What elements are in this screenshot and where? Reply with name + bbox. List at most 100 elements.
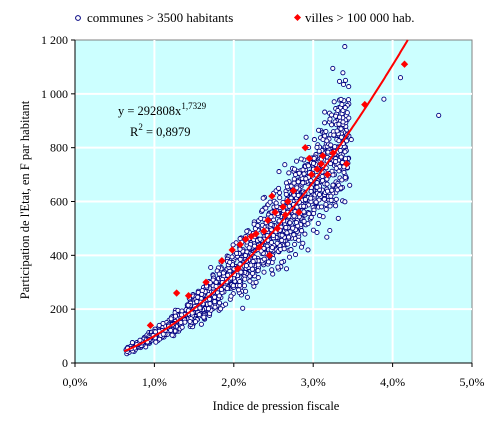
commune-point	[323, 128, 329, 135]
commune-point	[331, 99, 337, 105]
commune-point	[294, 185, 300, 191]
commune-point	[283, 180, 289, 186]
commune-point	[274, 240, 280, 246]
legend: communes > 3500 habitants villes > 100 0…	[75, 10, 415, 25]
commune-point	[273, 200, 279, 206]
commune-point	[216, 293, 222, 299]
y-axis-ticks: 0 200 400 600 800 1 000 1 200	[41, 33, 76, 370]
commune-point	[303, 134, 309, 140]
commune-point	[160, 331, 166, 337]
commune-point	[224, 285, 230, 292]
commune-point	[328, 193, 334, 199]
commune-point	[327, 161, 334, 167]
commune-point	[268, 214, 274, 220]
commune-point	[255, 223, 261, 229]
commune-point	[342, 44, 348, 50]
commune-point	[322, 109, 328, 115]
commune-point	[339, 101, 345, 108]
commune-point	[340, 81, 347, 88]
commune-point	[314, 180, 320, 186]
commune-point	[236, 287, 242, 293]
commune-point	[338, 134, 344, 140]
commune-point	[230, 283, 236, 289]
commune-point	[198, 321, 204, 327]
commune-point	[213, 279, 219, 285]
legend-marker-communes	[75, 15, 81, 21]
commune-point	[302, 196, 308, 203]
commune-point	[314, 229, 320, 236]
commune-point	[129, 340, 135, 346]
commune-point	[301, 218, 307, 224]
commune-point	[220, 270, 226, 276]
commune-point	[291, 213, 297, 219]
commune-point	[255, 268, 261, 274]
ville-point	[218, 257, 226, 265]
commune-point	[291, 232, 297, 238]
commune-point	[259, 207, 265, 213]
commune-point	[338, 185, 344, 191]
commune-point	[298, 156, 304, 162]
commune-point	[314, 184, 320, 190]
commune-point	[344, 138, 350, 144]
commune-point	[216, 300, 223, 306]
y-tick-label: 0	[62, 356, 68, 370]
commune-point	[237, 236, 243, 242]
ville-point	[284, 197, 292, 206]
commune-point	[169, 332, 175, 338]
commune-point	[270, 232, 276, 239]
commune-point	[234, 250, 240, 256]
commune-point	[323, 206, 329, 212]
commune-point	[268, 222, 274, 228]
commune-point	[311, 210, 317, 217]
commune-point	[137, 337, 143, 343]
commune-point	[261, 256, 267, 262]
commune-point	[269, 244, 275, 251]
commune-point	[293, 219, 299, 226]
commune-point	[172, 313, 179, 319]
y-tick-label: 200	[50, 302, 68, 316]
commune-point	[269, 267, 275, 273]
commune-point	[324, 138, 330, 144]
ville-point	[289, 187, 298, 195]
commune-point	[199, 291, 205, 297]
commune-point	[253, 279, 259, 285]
commune-point	[308, 188, 314, 194]
ville-point	[146, 321, 155, 329]
commune-point	[342, 77, 349, 83]
commune-point	[185, 302, 191, 308]
commune-point	[251, 243, 258, 249]
commune-point	[316, 127, 322, 133]
commune-point	[334, 128, 340, 134]
commune-point	[305, 247, 311, 253]
commune-point	[282, 162, 288, 168]
commune-point	[291, 166, 298, 172]
commune-point	[284, 184, 290, 190]
commune-point	[152, 329, 158, 335]
commune-point	[342, 105, 348, 111]
commune-point	[201, 314, 207, 320]
commune-point	[322, 133, 328, 139]
commune-point	[324, 234, 330, 240]
commune-point	[276, 185, 282, 191]
commune-point	[237, 282, 243, 289]
ville-point	[301, 143, 309, 152]
commune-point	[279, 237, 285, 243]
x-tick-label: 5,0%	[460, 375, 485, 389]
commune-point	[250, 270, 256, 276]
commune-point	[281, 246, 287, 252]
commune-point	[305, 221, 311, 227]
commune-point	[342, 149, 348, 155]
commune-point	[331, 132, 337, 138]
commune-point	[243, 263, 249, 269]
commune-point	[333, 159, 339, 165]
y-tick-label: 800	[50, 141, 68, 155]
commune-point	[257, 236, 263, 242]
commune-point	[291, 180, 297, 186]
x-tick-label: 3,0%	[301, 375, 326, 389]
commune-point	[322, 120, 328, 126]
commune-point	[329, 187, 335, 193]
ville-point	[305, 154, 313, 163]
commune-point	[225, 272, 231, 278]
ville-point	[265, 251, 274, 260]
commune-point	[330, 172, 336, 178]
